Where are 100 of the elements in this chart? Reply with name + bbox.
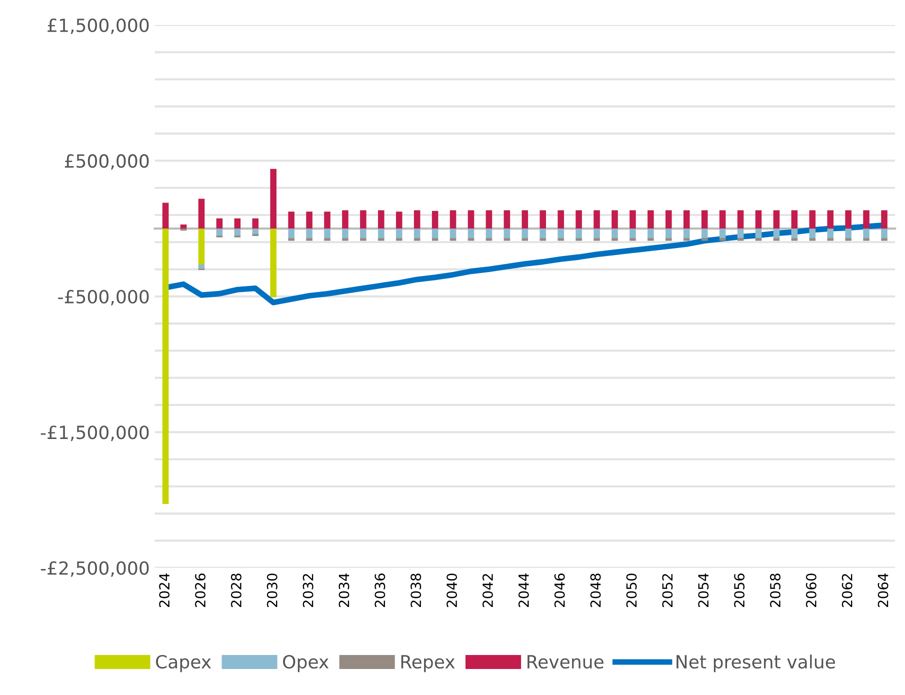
x-tick-label: 2044 bbox=[518, 573, 529, 608]
bar bbox=[396, 238, 402, 241]
bar bbox=[558, 238, 564, 241]
bar bbox=[288, 238, 294, 241]
x-tick-label: 2050 bbox=[626, 574, 637, 608]
y-tick-label: -£1,500,000 bbox=[40, 426, 149, 442]
bar bbox=[648, 228, 654, 238]
bar bbox=[701, 210, 708, 229]
bar bbox=[576, 210, 582, 229]
legend-label: Capex bbox=[156, 654, 211, 672]
y-tick-label: £1,500,000 bbox=[48, 18, 149, 34]
bar bbox=[522, 238, 528, 241]
bar bbox=[360, 238, 366, 241]
x-tick-label: 2024 bbox=[159, 573, 170, 608]
bar bbox=[558, 210, 564, 229]
bar bbox=[630, 238, 636, 241]
x-tick-label: 2030 bbox=[266, 574, 278, 608]
bar bbox=[468, 238, 474, 241]
bar bbox=[540, 228, 546, 238]
x-tick-label: 2026 bbox=[194, 574, 206, 608]
bar bbox=[809, 228, 816, 238]
bar bbox=[432, 210, 438, 229]
legend-label: Net present value bbox=[676, 654, 835, 672]
bar bbox=[773, 210, 780, 229]
bar bbox=[648, 238, 654, 241]
bar bbox=[881, 228, 888, 238]
bar bbox=[666, 238, 672, 241]
bar bbox=[252, 228, 259, 234]
bar bbox=[863, 210, 870, 229]
x-tick-label: 2056 bbox=[734, 574, 745, 608]
bar bbox=[719, 210, 726, 229]
bar bbox=[683, 228, 690, 238]
bar bbox=[791, 228, 798, 238]
legend-label: Repex bbox=[401, 655, 455, 672]
bar bbox=[468, 210, 474, 229]
bar bbox=[719, 238, 726, 241]
bar bbox=[450, 238, 456, 241]
bar bbox=[737, 228, 744, 238]
bar bbox=[809, 238, 816, 241]
bar bbox=[216, 218, 223, 229]
bar bbox=[809, 210, 816, 229]
x-tick-label: 2028 bbox=[230, 574, 242, 608]
bar bbox=[737, 210, 744, 229]
bar bbox=[648, 210, 654, 229]
bar bbox=[755, 228, 762, 238]
x-tick-label: 2038 bbox=[410, 574, 422, 608]
bar bbox=[863, 238, 870, 241]
bar bbox=[540, 238, 546, 241]
bar bbox=[360, 210, 366, 229]
x-tick-label: 2036 bbox=[374, 574, 386, 608]
y-tick-label: -£2,500,000 bbox=[40, 561, 149, 577]
x-tick-label: 2032 bbox=[302, 574, 314, 608]
bar bbox=[755, 238, 762, 241]
bar bbox=[540, 210, 546, 229]
bar bbox=[324, 238, 330, 241]
bar bbox=[414, 238, 420, 241]
bar bbox=[216, 228, 223, 236]
bar bbox=[845, 210, 852, 229]
bar bbox=[342, 228, 348, 238]
bar bbox=[450, 210, 456, 229]
bar bbox=[234, 228, 241, 236]
bar bbox=[306, 212, 312, 229]
bar bbox=[612, 210, 618, 229]
bar bbox=[630, 210, 636, 229]
bar bbox=[486, 238, 492, 241]
bar bbox=[719, 228, 726, 238]
x-tick-label: 2054 bbox=[698, 573, 709, 608]
bar bbox=[288, 212, 294, 229]
bar bbox=[701, 238, 708, 241]
bar bbox=[180, 224, 187, 229]
bar bbox=[324, 228, 330, 238]
bar bbox=[306, 228, 312, 238]
bar bbox=[683, 210, 690, 229]
bar bbox=[666, 210, 672, 229]
bar bbox=[683, 238, 690, 241]
bar bbox=[773, 238, 780, 241]
bar bbox=[827, 228, 834, 238]
bar bbox=[630, 228, 636, 238]
bar bbox=[881, 210, 888, 229]
bar bbox=[576, 228, 582, 238]
x-tick-label: 2046 bbox=[554, 574, 565, 608]
bar bbox=[737, 238, 744, 241]
bar bbox=[504, 238, 510, 241]
bar bbox=[396, 228, 402, 238]
legend-label: Opex bbox=[283, 654, 329, 672]
bar bbox=[522, 210, 528, 229]
bar bbox=[468, 228, 474, 238]
bar bbox=[252, 218, 259, 229]
bar bbox=[342, 210, 348, 229]
bar bbox=[432, 238, 438, 241]
legend-label: Revenue bbox=[528, 655, 604, 669]
bar bbox=[252, 234, 259, 236]
bar bbox=[791, 238, 798, 241]
bar bbox=[881, 238, 888, 241]
bar bbox=[863, 228, 870, 238]
bar bbox=[558, 228, 564, 238]
bar bbox=[450, 228, 456, 238]
bar bbox=[504, 228, 510, 238]
y-tick-label: £500,000 bbox=[64, 154, 149, 170]
x-tick-label: 2042 bbox=[482, 574, 493, 608]
